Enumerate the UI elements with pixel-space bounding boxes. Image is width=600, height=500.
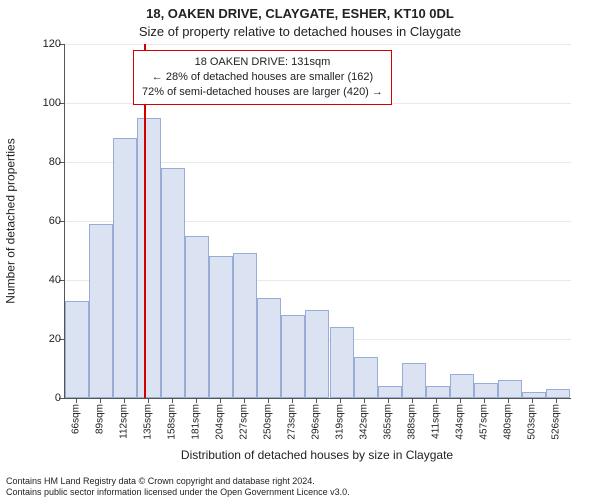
x-tick-label: 365sqm xyxy=(383,404,394,440)
x-axis-label: Distribution of detached houses by size … xyxy=(64,448,570,462)
x-axis: 66sqm 89sqm 112sqm 135sqm 158sqm 181sqm 204sqm… xyxy=(64,398,570,454)
x-tick-label: 319sqm xyxy=(335,404,346,440)
x-tick-mark xyxy=(556,398,557,403)
x-tick-mark xyxy=(508,398,509,403)
gridline xyxy=(65,44,571,45)
histogram-bar xyxy=(305,310,329,399)
x-tick-label: 89sqm xyxy=(94,404,105,434)
histogram-bar xyxy=(65,301,89,398)
histogram-bar xyxy=(546,389,570,398)
plot-area: 18 OAKEN DRIVE: 131sqm← 28% of detached … xyxy=(64,44,571,399)
x-tick-mark xyxy=(436,398,437,403)
y-tick-label: 20 xyxy=(31,333,61,345)
x-tick-mark xyxy=(532,398,533,403)
histogram-bar xyxy=(450,374,474,398)
histogram-bar xyxy=(257,298,281,398)
footer-line-2: Contains public sector information licen… xyxy=(6,487,594,498)
y-tick-label: 60 xyxy=(31,215,61,227)
x-tick-mark xyxy=(148,398,149,403)
x-tick-mark xyxy=(196,398,197,403)
x-tick-mark xyxy=(292,398,293,403)
x-tick-label: 158sqm xyxy=(166,404,177,440)
histogram-bar xyxy=(185,236,209,398)
x-tick-label: 503sqm xyxy=(527,404,538,440)
x-tick-label: 112sqm xyxy=(118,404,129,439)
x-tick-mark xyxy=(316,398,317,403)
x-tick-mark xyxy=(484,398,485,403)
chart-title: 18, OAKEN DRIVE, CLAYGATE, ESHER, KT10 0… xyxy=(0,6,600,21)
y-axis: 020406080100120 xyxy=(29,44,63,398)
x-tick-mark xyxy=(340,398,341,403)
histogram-bar xyxy=(161,168,185,398)
y-tick-label: 80 xyxy=(31,156,61,168)
histogram-bar xyxy=(330,327,354,398)
histogram-bar xyxy=(474,383,498,398)
x-tick-label: 411sqm xyxy=(431,404,442,439)
x-tick-label: 66sqm xyxy=(70,404,81,434)
x-tick-mark xyxy=(460,398,461,403)
x-tick-label: 480sqm xyxy=(503,404,514,440)
chart-container: 18, OAKEN DRIVE, CLAYGATE, ESHER, KT10 0… xyxy=(0,0,600,500)
histogram-bar xyxy=(426,386,450,398)
x-tick-mark xyxy=(364,398,365,403)
histogram-bar xyxy=(281,315,305,398)
histogram-bar xyxy=(233,253,257,398)
annotation-line1: 18 OAKEN DRIVE: 131sqm xyxy=(142,55,383,70)
x-tick-label: 457sqm xyxy=(479,404,490,440)
x-tick-mark xyxy=(388,398,389,403)
x-tick-label: 135sqm xyxy=(142,404,153,440)
x-tick-mark xyxy=(412,398,413,403)
x-tick-mark xyxy=(244,398,245,403)
footer-line-1: Contains HM Land Registry data © Crown c… xyxy=(6,476,594,487)
x-tick-label: 526sqm xyxy=(551,404,562,440)
y-axis-label: Number of detached properties xyxy=(4,44,18,398)
histogram-bar xyxy=(137,118,161,398)
x-tick-label: 227sqm xyxy=(238,404,249,440)
x-tick-label: 250sqm xyxy=(262,404,273,440)
histogram-bar xyxy=(498,380,522,398)
annotation-line2: ← 28% of detached houses are smaller (16… xyxy=(142,70,383,85)
x-tick-label: 181sqm xyxy=(190,404,201,440)
x-tick-label: 296sqm xyxy=(310,404,321,440)
x-tick-label: 204sqm xyxy=(214,404,225,440)
x-tick-label: 273sqm xyxy=(286,404,297,440)
x-tick-mark xyxy=(76,398,77,403)
histogram-bar xyxy=(354,357,378,398)
y-tick-label: 120 xyxy=(31,38,61,50)
y-tick-label: 100 xyxy=(31,97,61,109)
histogram-bar xyxy=(89,224,113,398)
x-tick-mark xyxy=(124,398,125,403)
histogram-bar xyxy=(113,138,137,398)
y-tick-label: 40 xyxy=(31,274,61,286)
x-tick-label: 388sqm xyxy=(407,404,418,440)
x-tick-mark xyxy=(268,398,269,403)
histogram-bar xyxy=(209,256,233,398)
x-tick-mark xyxy=(220,398,221,403)
x-tick-mark xyxy=(172,398,173,403)
annotation-line3: 72% of semi-detached houses are larger (… xyxy=(142,85,383,100)
x-tick-mark xyxy=(100,398,101,403)
annotation-box: 18 OAKEN DRIVE: 131sqm← 28% of detached … xyxy=(133,50,392,105)
histogram-bar xyxy=(378,386,402,398)
histogram-bar xyxy=(402,363,426,398)
chart-subtitle: Size of property relative to detached ho… xyxy=(0,24,600,39)
y-tick-label: 0 xyxy=(31,392,61,404)
x-tick-label: 434sqm xyxy=(455,404,466,440)
x-tick-label: 342sqm xyxy=(359,404,370,440)
attribution-footer: Contains HM Land Registry data © Crown c… xyxy=(6,476,594,499)
